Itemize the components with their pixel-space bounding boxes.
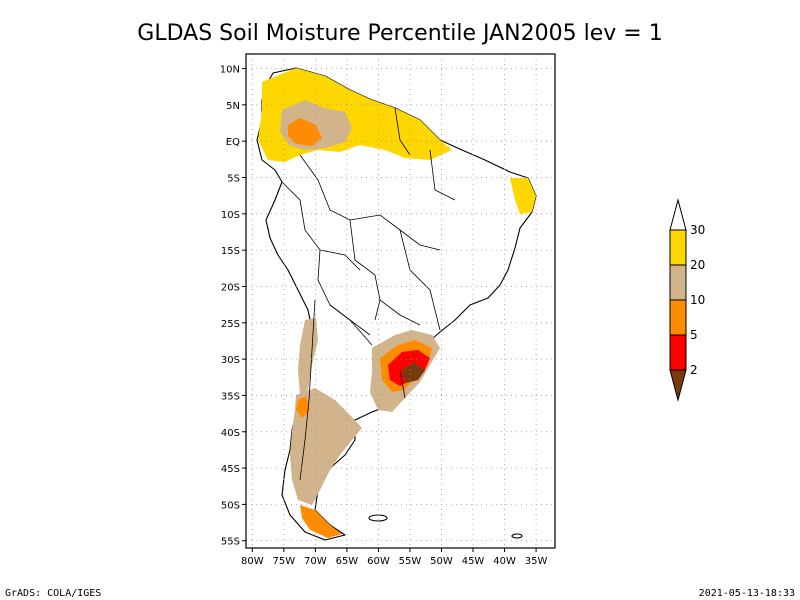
lat-tick-label: 35S <box>221 391 240 402</box>
south-georgia-island <box>511 533 523 539</box>
southern-orange-tip <box>300 505 342 538</box>
legend-swatch <box>669 334 687 371</box>
color-legend: 30 20 10 5 2 <box>669 198 705 402</box>
legend-swatch <box>669 229 687 266</box>
map-title: GLDAS Soil Moisture Percentile JAN2005 l… <box>137 21 662 46</box>
lat-tick-label: 45S <box>221 464 240 475</box>
lon-tick-label: 50W <box>430 556 453 567</box>
footer-credit: GrADS: COLA/IGES <box>5 588 101 599</box>
lon-tick-label: 60W <box>367 556 390 567</box>
lat-tick-label: 50S <box>221 500 240 511</box>
northeast-yellow-patch <box>510 178 536 214</box>
lat-tick-label: 10N <box>220 65 240 76</box>
lon-tick-label: 35W <box>525 556 548 567</box>
lon-tick-label: 45W <box>462 556 485 567</box>
legend-label: 2 <box>690 363 698 377</box>
lon-tick-label: 55W <box>399 556 422 567</box>
lat-tick-label: 40S <box>221 428 240 439</box>
plata-brown-core <box>402 362 425 383</box>
lon-tick-label: 70W <box>304 556 327 567</box>
lat-tick-label: 25S <box>221 319 240 330</box>
lat-tick-label: 10S <box>221 210 240 221</box>
patagonia-tan-region <box>290 388 362 505</box>
latitude-tick-labels: 10N 5N EQ 5S 10S 15S 20S 25S 30S 35S 40S 45S 50S 55S <box>220 65 246 548</box>
lat-tick-label: 5N <box>226 101 240 112</box>
country-borders <box>281 107 456 481</box>
legend-swatch <box>669 264 687 301</box>
footer-timestamp: 2021-05-13-18:33 <box>699 588 795 599</box>
lon-tick-label: 75W <box>273 556 296 567</box>
lat-tick-label: 20S <box>221 282 240 293</box>
map-frame-content <box>256 67 537 541</box>
lon-tick-label: 65W <box>336 556 359 567</box>
legend-label: 10 <box>690 293 705 307</box>
lon-tick-label: 80W <box>241 556 264 567</box>
lat-tick-label: 5S <box>227 174 240 185</box>
legend-label: 5 <box>690 328 698 342</box>
longitude-tick-labels: 80W 75W 70W 65W 60W 55W 50W 45W 40W 35W <box>241 548 548 567</box>
lat-tick-label: 15S <box>221 246 240 257</box>
patagonia-orange-bits <box>296 396 310 418</box>
legend-label: 30 <box>690 223 705 237</box>
falklands-island <box>368 514 388 522</box>
lon-tick-label: 40W <box>493 556 516 567</box>
north-orange-patch <box>288 118 322 146</box>
map-frame <box>245 53 556 549</box>
legend-label: 20 <box>690 258 705 272</box>
legend-bottom-arrow <box>669 369 687 402</box>
lat-tick-label: EQ <box>226 137 240 148</box>
legend-top-arrow <box>669 198 687 231</box>
lat-tick-label: 55S <box>221 537 240 548</box>
lat-tick-label: 30S <box>221 355 240 366</box>
legend-swatch <box>669 299 687 336</box>
